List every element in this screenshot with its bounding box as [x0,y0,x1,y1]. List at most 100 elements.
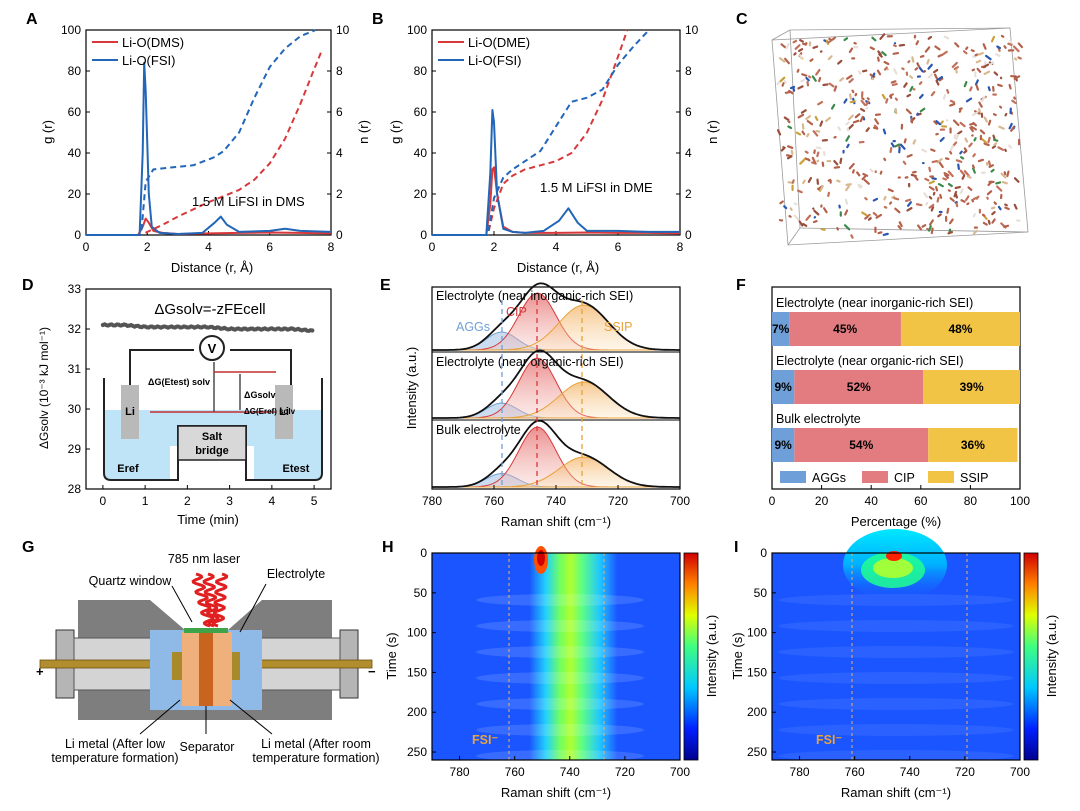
y-tick-label: 100 [747,626,767,640]
bond [1012,45,1020,53]
ripple [476,724,644,736]
y2-tick-label: 2 [336,187,343,201]
li-room-label: temperature formation) [252,751,379,765]
bond [792,86,796,92]
legend-entry: Li-O(DME) [468,35,530,50]
spectra-group [432,282,680,488]
bond [928,225,932,232]
bond [952,119,960,127]
x-tick-label: 60 [914,494,928,508]
bond [969,86,973,92]
bond [917,224,923,231]
window-label: Quartz window [89,574,173,588]
bond [780,43,787,49]
bond [944,173,949,179]
bond [847,114,854,121]
bond [784,91,791,94]
bond [963,81,968,88]
ripple [778,698,1014,710]
bond [955,202,959,208]
tick-group: 0 20 40 60 80 100 [769,485,1030,508]
bond [808,75,812,79]
bond [990,35,996,43]
bond [832,36,837,41]
bond [828,37,832,41]
bond [932,68,939,74]
category-label: Electrolyte (near inorganic-rich SEI) [776,296,973,310]
x-tick-label: 760 [484,494,504,508]
bond [943,172,950,177]
bond [894,143,901,148]
bond [815,68,821,76]
bond [916,63,921,68]
bond [959,169,966,176]
bond [969,126,974,133]
bond [792,39,798,44]
bond [793,214,800,221]
bond [974,79,979,86]
bond [827,55,833,61]
separator [199,632,213,706]
panel-letter: F [736,277,746,294]
bond [796,68,800,73]
panel-g: G 785 nm laser Quartz window Electrolyte… [22,539,380,765]
y-tick-label: 200 [407,705,427,719]
bond [869,46,875,51]
bond [930,91,936,97]
series-line [432,29,650,236]
li-electrode-left [121,385,139,439]
bond [918,81,923,86]
x-tick-label: 720 [608,494,628,508]
bond [862,116,866,121]
bond [882,232,889,237]
bond [1017,42,1024,49]
bond [812,45,819,49]
bond [806,120,814,126]
bond [839,77,845,82]
bond [947,182,953,188]
bond [972,167,976,174]
bond [872,126,879,130]
leader-line [239,583,267,633]
y-tick-label: 29 [68,442,82,456]
laser-beam [191,572,215,628]
bond [862,172,869,177]
bond [937,182,944,188]
annotation: 1.5 M LiFSI in DME [540,180,653,195]
bond [800,109,807,114]
bond [793,52,797,56]
electrode-label: Li [125,406,135,418]
spectrum-envelope [432,419,680,488]
salt-bridge-label: bridge [195,445,229,457]
bond [787,120,791,124]
bond [956,130,963,135]
bond [972,213,976,218]
bond [928,203,935,209]
bond [955,133,960,141]
ripple [778,672,1014,684]
y-tick-label: 31 [68,362,82,376]
bond [993,201,997,205]
x-tick-label: 80 [964,494,978,508]
bond [961,174,966,180]
y-tick-label: 32 [68,322,82,336]
bond [891,82,898,87]
bond [931,177,937,180]
bond [864,197,868,201]
bond [1011,99,1017,105]
bond [891,195,896,199]
bond [916,112,919,116]
bond [868,214,872,219]
bond [1013,203,1018,210]
bond [966,202,970,206]
bond [972,55,978,59]
y-tick-label: 150 [407,665,427,679]
bond [796,189,803,194]
bond [981,213,986,217]
bond [889,146,893,154]
x-axis-label: Percentage (%) [851,514,941,529]
bond [894,97,898,101]
annotation: 1.5 M LiFSI in DMS [192,194,305,209]
bond [980,95,986,103]
